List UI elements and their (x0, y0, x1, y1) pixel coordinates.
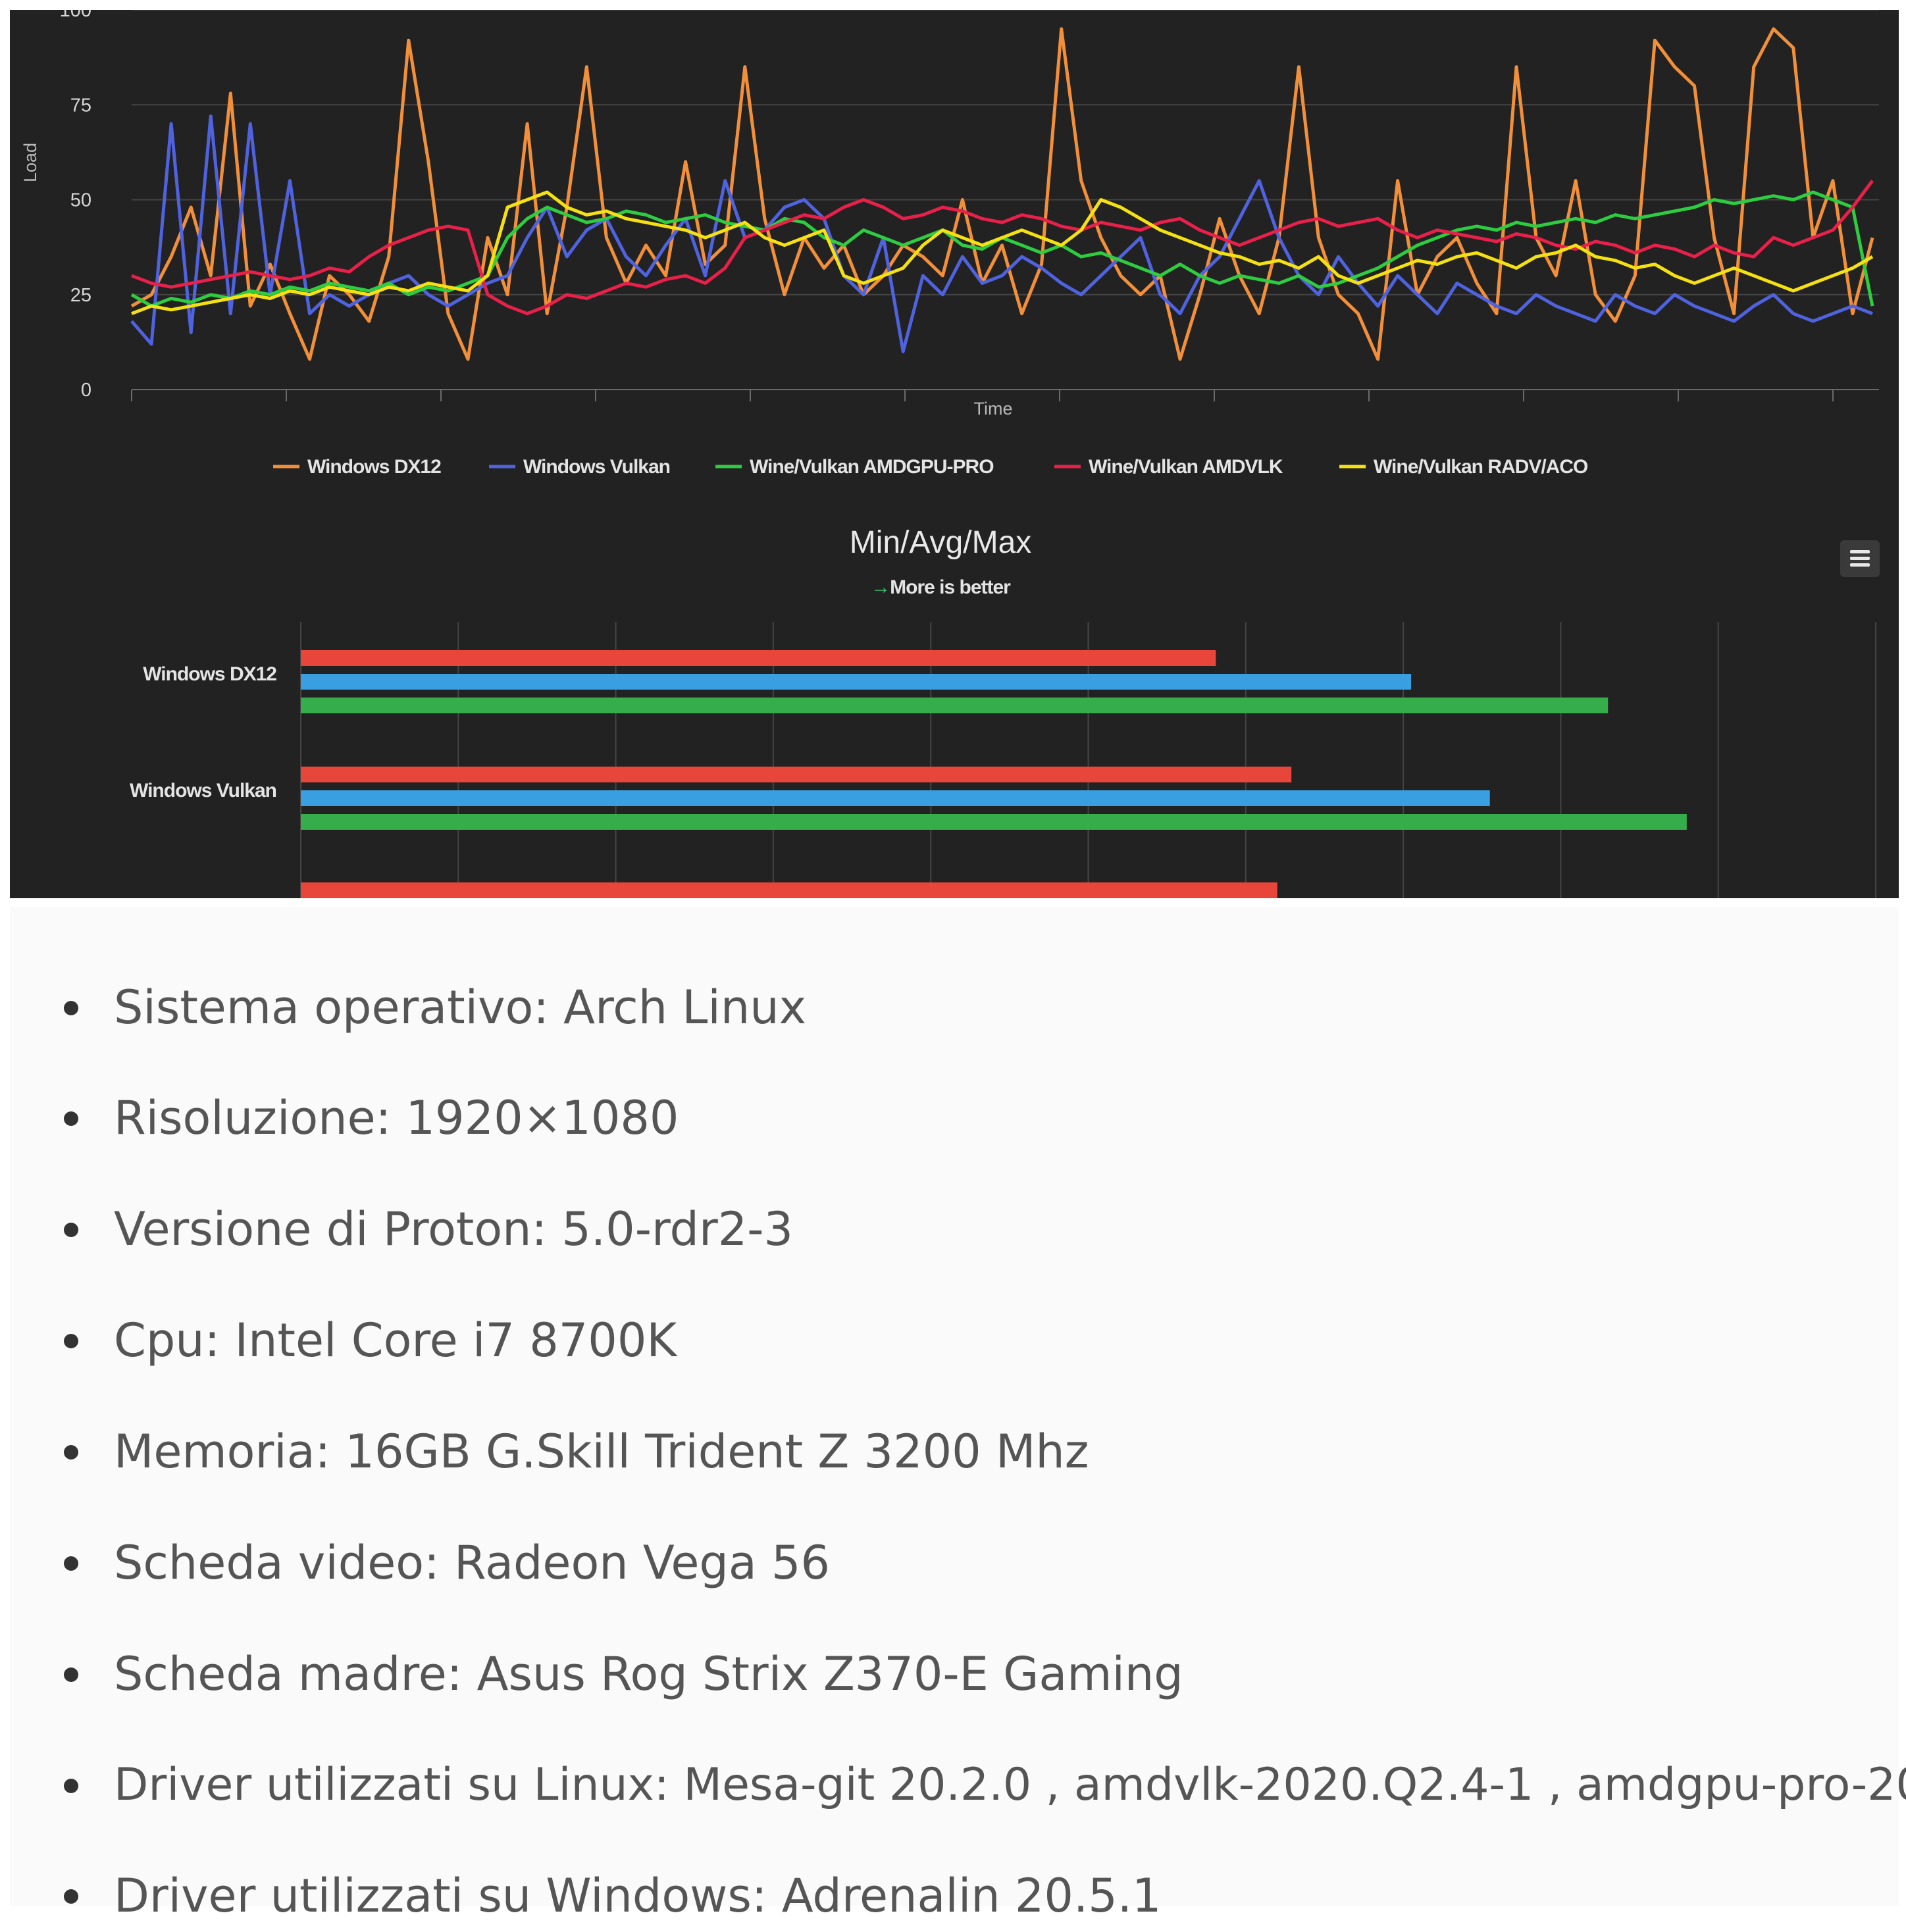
bullet-icon (64, 1223, 78, 1237)
legend-item[interactable]: Wine/Vulkan RADV/ACO (1339, 456, 1589, 478)
bar-max (301, 814, 1687, 830)
bar-avg (301, 790, 1490, 806)
bullet-icon (64, 1334, 78, 1348)
series-line-4 (131, 190, 1874, 315)
y-tick-label: 50 (70, 190, 91, 211)
min-avg-max-bar-chart: Min/Avg/Max →More is better Windows DX12… (130, 525, 1876, 898)
svg-text:→More is better: →More is better (871, 576, 1011, 598)
series-line-3 (131, 180, 1874, 316)
bar-min (301, 650, 1216, 666)
x-axis-title: Time (974, 399, 1013, 419)
chart-menu-button[interactable] (1840, 540, 1880, 577)
bullet-icon (64, 1779, 78, 1793)
spec-text: Risoluzione: 1920×1080 (114, 1091, 679, 1145)
y-tick-label: 25 (70, 285, 91, 306)
bullet-icon (64, 1556, 78, 1571)
bar-chart-subtitle: →More is better (871, 576, 1012, 598)
bar-min (301, 767, 1292, 782)
legend-label: Wine/Vulkan AMDGPU-PRO (750, 456, 994, 478)
spec-text: Cpu: Intel Core i7 8700K (114, 1313, 677, 1367)
hamburger-icon-line (1850, 563, 1870, 567)
legend-item[interactable]: Wine/Vulkan AMDVLK (1054, 456, 1284, 478)
bullet-icon (64, 1445, 78, 1460)
bullet-icon (64, 1001, 78, 1015)
chart-panel: 0 25 50 75 100 Load Time Windows DX12 Windows… (10, 10, 1899, 898)
legend-label: Windows DX12 (307, 456, 441, 478)
spec-text: Sistema operativo: Arch Linux (114, 980, 807, 1034)
bullet-icon (64, 1111, 78, 1126)
hamburger-icon (1850, 550, 1870, 553)
bullet-icon (64, 1667, 78, 1682)
y-tick-label: 0 (81, 380, 91, 401)
bar-chart-title: Min/Avg/Max (850, 525, 1032, 560)
spec-text: Driver utilizzati su Windows: Adrenalin … (114, 1869, 1162, 1923)
bar-avg (301, 674, 1412, 690)
subtitle-text: More is better (890, 576, 1011, 598)
category-label: Windows Vulkan (130, 780, 276, 801)
bar-max (301, 698, 1609, 713)
spec-text: Versione di Proton: 5.0-rdr2-3 (114, 1202, 794, 1256)
spec-text: Memoria: 16GB G.Skill Trident Z 3200 Mhz (114, 1425, 1089, 1479)
category-label: Windows DX12 (143, 663, 276, 685)
y-axis-title: Load (20, 143, 40, 182)
spec-text: Driver utilizzati su Linux: Mesa-git 20.… (114, 1759, 1906, 1811)
spec-text: Scheda madre: Asus Rog Strix Z370-E Gami… (114, 1647, 1183, 1701)
legend-item[interactable]: Windows DX12 (273, 456, 442, 478)
legend-label: Wine/Vulkan RADV/ACO (1374, 456, 1588, 478)
legend-label: Wine/Vulkan AMDVLK (1089, 456, 1283, 478)
subtitle-arrow-icon: → (871, 576, 890, 598)
hamburger-icon-line (1850, 557, 1870, 560)
legend-item[interactable]: Wine/Vulkan AMDGPU-PRO (715, 456, 994, 478)
system-specs: Sistema operativo: Arch Linux Risoluzion… (10, 907, 1906, 1923)
bullet-icon (64, 1889, 78, 1904)
y-tick-label: 75 (70, 95, 91, 116)
spec-text: Scheda video: Radeon Vega 56 (114, 1536, 831, 1590)
load-line-chart: 0 25 50 75 100 Load Time Windows DX12 Windows… (20, 10, 1879, 478)
legend-label: Windows Vulkan (523, 456, 670, 478)
legend-item[interactable]: Windows Vulkan (489, 456, 671, 478)
y-tick-label: 100 (60, 10, 91, 21)
bar-min (301, 882, 1277, 898)
